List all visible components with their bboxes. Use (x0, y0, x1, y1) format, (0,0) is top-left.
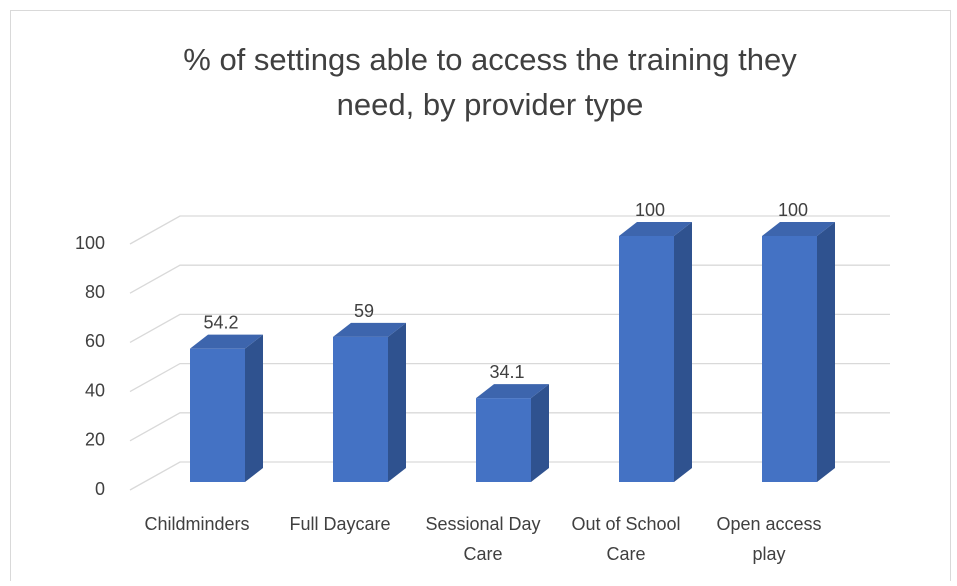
grid-line (129, 215, 890, 245)
bar-top (619, 222, 692, 236)
y-tick-label: 20 (85, 430, 105, 450)
bar-side (388, 322, 406, 482)
bar-side (817, 222, 835, 482)
bar-top (762, 222, 835, 236)
y-tick-label: 60 (85, 331, 105, 351)
bar (476, 398, 531, 482)
value-label: 54.2 (203, 313, 238, 333)
y-tick-label: 40 (85, 380, 105, 400)
bar-side (245, 334, 263, 482)
bar (190, 348, 245, 482)
y-tick-label: 80 (85, 282, 105, 302)
value-label: 34.1 (489, 362, 524, 382)
bar-top (190, 334, 263, 349)
bar-top (333, 322, 406, 337)
x-tick-label: Full Daycare (289, 514, 390, 534)
bar (762, 236, 817, 482)
bar (333, 336, 388, 482)
y-tick-label: 0 (95, 479, 105, 499)
y-tick-label: 100 (75, 233, 105, 253)
x-tick-label: Out of School Care (571, 514, 680, 564)
value-label: 100 (635, 200, 665, 220)
chart-title: % of settings able to access the trainin… (183, 42, 797, 122)
value-label: 59 (354, 301, 374, 321)
bar (619, 236, 674, 482)
bar-side (674, 222, 692, 482)
x-tick-label: Sessional Day Care (425, 514, 540, 564)
x-tick-label: Childminders (144, 514, 249, 534)
bar-top (476, 384, 549, 399)
bar-side (531, 384, 549, 482)
x-tick-label: Open access play (716, 514, 821, 564)
value-label: 100 (778, 200, 808, 220)
